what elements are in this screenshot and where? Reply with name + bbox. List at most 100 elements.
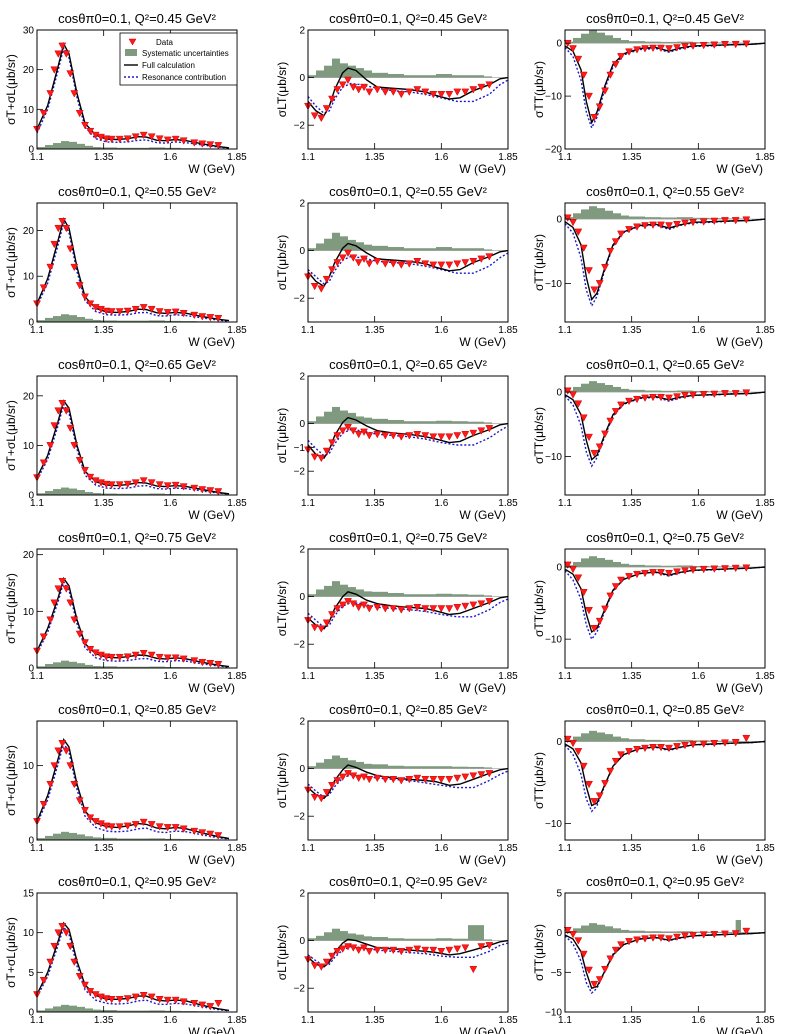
x-tick-label: 1.85 xyxy=(498,325,518,336)
data-point xyxy=(721,217,729,225)
y-tick-label: 0 xyxy=(28,318,34,329)
y-axis-label: σTT(μb/sr) xyxy=(532,234,546,291)
data-point xyxy=(214,661,223,669)
data-point xyxy=(405,605,414,613)
data-point xyxy=(397,261,406,269)
data-point xyxy=(147,133,156,141)
panel-r3c0: 1.1 1.35 1.6 1.85W (GeV) 0 10 20 σT+σL(μb/sr) co… xyxy=(4,530,247,695)
data-point xyxy=(469,86,478,94)
data-point xyxy=(606,71,615,80)
systematic-bar xyxy=(436,938,452,941)
x-axis-label: W (GeV) xyxy=(188,335,235,349)
systematic-bar xyxy=(61,141,69,149)
data-point xyxy=(665,569,673,578)
x-axis-label: W (GeV) xyxy=(716,853,763,867)
systematic-bar xyxy=(77,834,85,840)
data-point xyxy=(595,103,604,111)
systematic-bar xyxy=(436,247,452,251)
systematic-bar xyxy=(77,1006,85,1012)
systematic-bar xyxy=(388,420,404,424)
data-point xyxy=(115,308,124,316)
data-point xyxy=(590,980,599,989)
data-point xyxy=(328,439,336,447)
data-point xyxy=(338,773,347,781)
data-point xyxy=(731,390,740,398)
y-tick-label: −10 xyxy=(545,452,562,463)
data-point xyxy=(81,807,89,815)
x-axis-label: W (GeV) xyxy=(188,1025,235,1034)
x-tick-label: 1.1 xyxy=(301,498,315,509)
data-point xyxy=(365,605,374,613)
x-tick-label: 1.6 xyxy=(691,152,705,163)
data-point xyxy=(310,283,319,291)
full-calculation-curve xyxy=(36,217,230,322)
data-point xyxy=(81,293,89,301)
legend-label-systematic: Systematic uncertainties xyxy=(142,49,229,58)
resonance-curve xyxy=(36,402,230,495)
data-point xyxy=(429,776,438,784)
data-point xyxy=(731,930,740,938)
panel-title: cosθπ0=0.1, Q²=0.95 GeV² xyxy=(58,874,217,889)
data-point xyxy=(155,823,164,831)
x-axis-label: W (GeV) xyxy=(716,508,763,522)
systematic-bar xyxy=(468,248,484,251)
systematic-bar xyxy=(420,421,436,424)
x-tick-label: 1.35 xyxy=(365,498,385,509)
data-point xyxy=(710,740,719,748)
data-point xyxy=(579,71,588,80)
data-point xyxy=(102,653,111,661)
data-point xyxy=(731,217,740,225)
data-point xyxy=(633,936,641,944)
data-point xyxy=(657,744,665,752)
data-point xyxy=(469,965,478,974)
data-point xyxy=(477,255,486,263)
plot-frame xyxy=(564,720,766,841)
systematic-bar xyxy=(45,145,53,149)
data-point xyxy=(75,457,84,465)
data-point xyxy=(310,793,319,802)
systematic-bar xyxy=(316,589,324,597)
data-point xyxy=(354,604,363,612)
systematic-bar xyxy=(61,314,69,322)
data-point xyxy=(405,260,414,268)
data-point xyxy=(461,944,470,952)
data-point xyxy=(405,432,414,440)
systematic-bar xyxy=(372,764,388,769)
data-point xyxy=(742,389,751,397)
data-point xyxy=(102,822,111,830)
panel-title: cosθπ0=0.1, Q²=0.85 GeV² xyxy=(329,702,488,717)
systematic-bar xyxy=(332,928,340,941)
x-axis-label: W (GeV) xyxy=(716,162,763,176)
data-point xyxy=(579,950,588,959)
data-point xyxy=(155,653,164,662)
data-point xyxy=(86,300,95,308)
full-calculation-curve xyxy=(36,738,230,840)
data-point xyxy=(699,218,708,226)
systematic-bar xyxy=(581,209,589,220)
y-axis-label: σLT(μb/sr) xyxy=(275,62,289,117)
systematic-bar xyxy=(101,1010,117,1012)
systematic-bar xyxy=(452,248,468,251)
systematic-bar xyxy=(340,757,348,769)
panel-title: cosθπ0=0.1, Q²=0.85 GeV² xyxy=(586,702,745,717)
systematic-bar xyxy=(388,247,404,251)
y-tick-label: −2 xyxy=(294,121,306,132)
data-point xyxy=(91,991,100,999)
data-point xyxy=(62,407,71,415)
panel-title: cosθπ0=0.1, Q²=0.45 GeV² xyxy=(329,11,488,26)
systematic-bar xyxy=(605,734,613,742)
systematic-bar xyxy=(308,938,316,941)
data-point xyxy=(115,481,124,489)
systematic-bar xyxy=(356,242,364,251)
data-point xyxy=(322,447,331,456)
data-point xyxy=(373,774,382,783)
data-point xyxy=(66,762,75,770)
systematic-bar xyxy=(597,924,605,933)
data-point xyxy=(62,747,71,755)
data-point xyxy=(317,625,326,633)
data-point xyxy=(485,81,494,89)
data-point xyxy=(574,748,583,756)
systematic-bar xyxy=(621,929,629,933)
data-point xyxy=(413,431,422,439)
systematic-bar xyxy=(372,418,388,424)
